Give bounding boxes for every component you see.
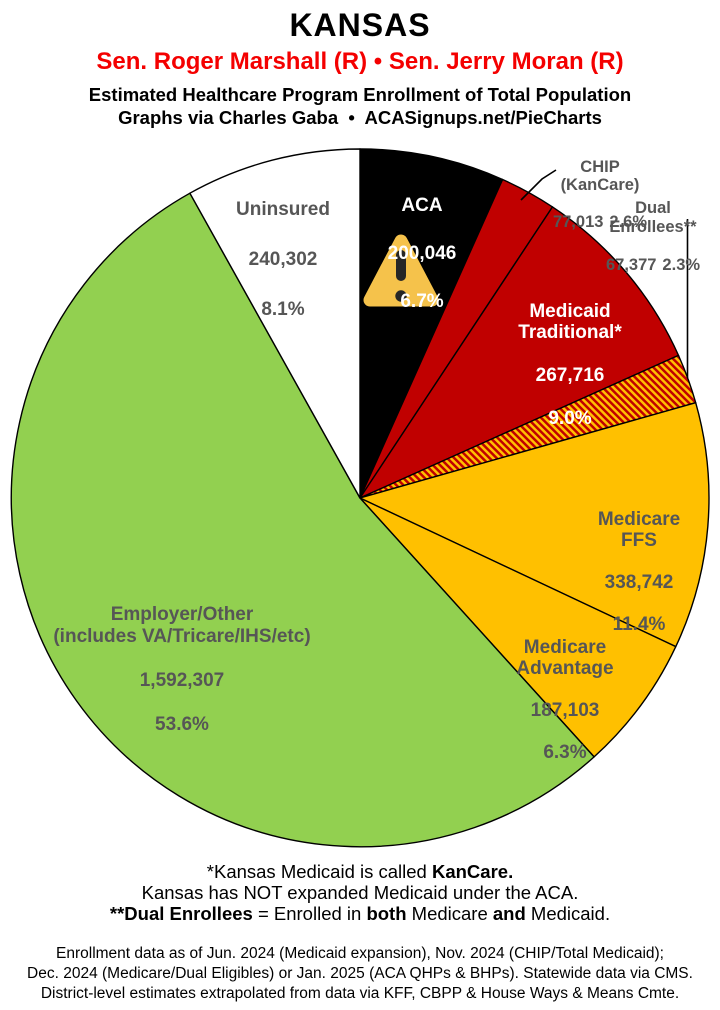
source-line-3: District-level estimates extrapolated fr… xyxy=(40,985,680,1002)
slice-value-percent: 77,013 2.6% xyxy=(540,213,660,232)
slice-label-medicaid-traditional: Medicaid Traditional* 267,716 9.0% xyxy=(518,279,621,451)
footnote-text: *Kansas Medicaid is called xyxy=(206,861,432,882)
slice-value: 200,046 xyxy=(387,243,457,264)
warning-icon xyxy=(363,234,439,307)
slice-name: Dual Enrollees** xyxy=(609,199,697,236)
slice-value: 1,592,307 xyxy=(139,670,225,691)
pie-slice-medicare-ffs xyxy=(359,402,710,648)
slice-name: Medicare Advantage xyxy=(516,637,614,679)
pie-slices xyxy=(10,148,710,848)
slice-value: 67,377 xyxy=(605,256,657,274)
slice-label-medicare-ffs: Medicare FFS 338,742 11.4% xyxy=(598,488,680,656)
attribution-line: Graphs via Charles Gaba • ACASignups.net… xyxy=(118,107,602,128)
footnote-bold: KanCare. xyxy=(431,861,514,882)
slice-label-employer-other: Employer/Other (includes VA/Tricare/IHS/… xyxy=(53,582,310,758)
slice-percent: 2.6% xyxy=(609,213,648,231)
footnote-text: = Enrolled in xyxy=(252,903,367,924)
slice-label-medicare-advantage: Medicare Advantage 187,103 6.3% xyxy=(516,616,613,784)
slice-percent: 8.1% xyxy=(261,299,305,320)
chip-leader-line xyxy=(520,169,557,201)
slice-value: 240,302 xyxy=(248,249,318,270)
source-line-2: Dec. 2024 (Medicare/Dual Eligibles) or J… xyxy=(27,965,693,982)
pie-slice-aca xyxy=(359,148,504,499)
slice-value: 187,103 xyxy=(530,700,600,721)
slice-name: Employer/Other (includes VA/Tricare/IHS/… xyxy=(53,604,311,647)
footnote-bold: **Dual Enrollees xyxy=(109,903,253,924)
slice-label-aca: ACA 200,046 6.7% xyxy=(388,170,457,338)
pie-slice-medicaid-traditional xyxy=(359,206,680,499)
slice-value: 267,716 xyxy=(535,365,605,386)
footnote-bold: and xyxy=(492,903,526,924)
senators-line: Sen. Roger Marshall (R) • Sen. Jerry Mor… xyxy=(96,48,624,75)
slice-name: CHIP (KanCare) xyxy=(560,157,640,195)
chart-subtitle: Estimated Healthcare Program Enrollment … xyxy=(88,84,632,105)
footnote-kancare: *Kansas Medicaid is called KanCare. xyxy=(0,861,720,882)
slice-percent: 6.7% xyxy=(400,291,444,312)
slice-percent: 2.3% xyxy=(662,256,701,274)
pie-slice-medicare-advantage xyxy=(359,497,677,758)
footnote-text: Medicaid. xyxy=(525,903,611,924)
slice-value: 338,742 xyxy=(604,572,674,593)
slice-name: Medicare FFS xyxy=(597,509,681,551)
slice-percent: 11.4% xyxy=(612,614,666,635)
footnote-dual-enrollees: **Dual Enrollees = Enrolled in both Medi… xyxy=(0,903,720,924)
footnote-bold: both xyxy=(366,903,407,924)
footnotes: *Kansas Medicaid is called KanCare. Kans… xyxy=(0,861,720,924)
pie-slice-employer-other-includes-va-tricare-ihs-etc xyxy=(10,192,595,848)
data-sources-note: Enrollment data as of Jun. 2024 (Medicai… xyxy=(0,944,720,1004)
enrollment-pie-chart xyxy=(10,148,710,848)
page-title: KANSAS xyxy=(289,7,431,43)
slice-percent: 9.0% xyxy=(548,408,592,429)
slice-percent: 6.3% xyxy=(543,742,587,763)
slice-label-chip: CHIP (KanCare) 77,013 2.6% xyxy=(540,139,660,250)
slice-label-uninsured: Uninsured 240,302 8.1% xyxy=(236,172,330,347)
slice-label-dual-enrollees: Dual Enrollees** 67,377 2.3% xyxy=(606,180,700,294)
slice-name: Medicaid Traditional* xyxy=(518,300,622,344)
footnote-text: Medicare xyxy=(406,903,493,924)
slice-name: Uninsured xyxy=(236,199,330,220)
pie-slice-uninsured xyxy=(189,148,361,499)
footnote-expansion: Kansas has NOT expanded Medicaid under t… xyxy=(141,882,579,903)
source-line-1: Enrollment data as of Jun. 2024 (Medicai… xyxy=(56,945,664,962)
slice-value-percent: 67,377 2.3% xyxy=(606,256,700,275)
slice-value: 77,013 xyxy=(552,213,604,231)
slice-percent: 53.6% xyxy=(155,714,209,735)
slice-name: ACA xyxy=(401,195,443,216)
